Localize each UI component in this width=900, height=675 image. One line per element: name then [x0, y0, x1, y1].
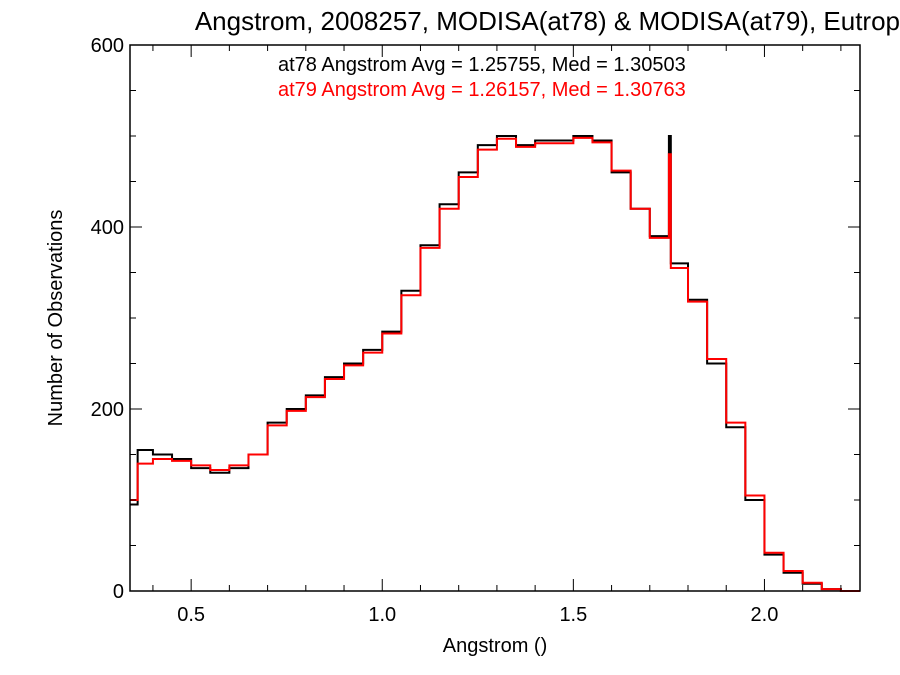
- plot-frame: [129, 44, 861, 592]
- x-tick-label: 2.0: [751, 604, 779, 626]
- x-tick-label: 1.0: [368, 604, 396, 626]
- series-line-1: [130, 136, 860, 592]
- axis-ticks: 0.5 1.0 1.5 2.0 0 200 400 600: [91, 35, 860, 626]
- y-tick-label: 600: [91, 35, 124, 57]
- series-layer: [130, 135, 860, 592]
- y-tick-label: 400: [91, 217, 124, 239]
- annotation-at79: at79 Angstrom Avg = 1.26157, Med = 1.307…: [278, 79, 686, 101]
- x-tick-label: 0.5: [177, 604, 205, 626]
- y-tick-label: 200: [91, 399, 124, 421]
- y-tick-label: 0: [113, 581, 124, 603]
- x-axis-label: Angstrom (): [443, 635, 547, 657]
- annotation-at78: at78 Angstrom Avg = 1.25755, Med = 1.305…: [278, 54, 686, 76]
- series-line-0: [130, 135, 860, 592]
- x-tick-label: 1.5: [559, 604, 587, 626]
- y-axis-label: Number of Observations: [45, 210, 67, 427]
- chart-title: Angstrom, 2008257, MODISA(at78) & MODISA…: [195, 6, 900, 36]
